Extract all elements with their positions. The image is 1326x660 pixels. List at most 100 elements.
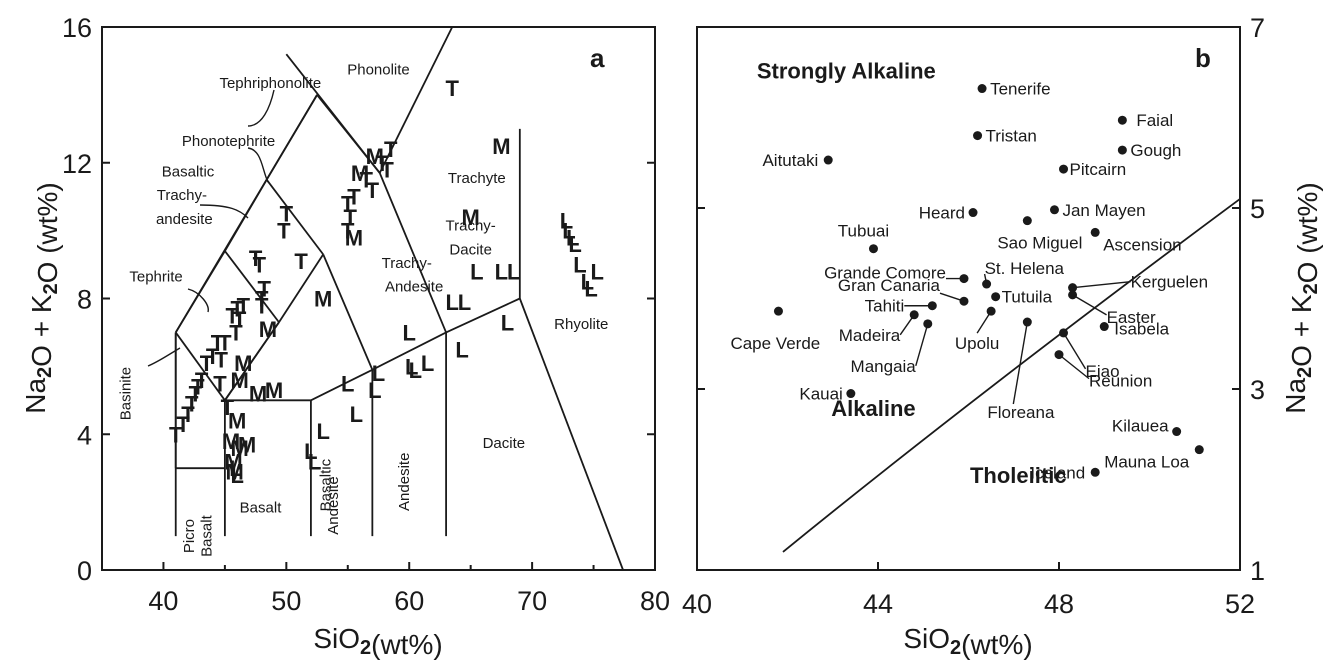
panel-a-symbol-l: L: [458, 290, 471, 315]
panel-a-x-axis-label: SiO2(wt%): [313, 623, 442, 660]
panel-a-symbol-m: M: [366, 144, 384, 169]
panel-a-boundary-line: [518, 298, 624, 571]
panel-a-x-tick-label: 70: [517, 586, 547, 616]
panel-b-leader-line: [1062, 332, 1087, 370]
panel-b-point-label: Sao Miguel: [997, 234, 1082, 253]
panel-a: 40 50 60 70 80 0 4 8 12 16 Phonolite Tephriphonoli…: [20, 13, 670, 660]
panel-a-symbol-l: L: [581, 270, 594, 295]
panel-b-leader-line: [1012, 321, 1029, 405]
panel-b-data-points: Tenerife Faial Tristan Gough Aitutaki Pitcair…: [730, 80, 1208, 483]
panel-a-x-tick-label: 50: [271, 586, 301, 616]
panel-a-field-label: Trachy-: [446, 218, 496, 235]
panel-b-alkaline-tholeiitic-divider: [782, 198, 1241, 553]
panel-b-point-label: Iceland: [1030, 463, 1085, 482]
panel-b-point: [1068, 283, 1078, 293]
panel-a-symbol-t: T: [253, 253, 267, 278]
panel-a-axis-ticks: 40 50 60 70 80 0 4 8 12 16: [62, 13, 670, 616]
panel-a-symbol-l: L: [372, 361, 385, 386]
panel-a-symbol-t: T: [249, 246, 263, 271]
panel-b-point-label: Grande Comore: [824, 264, 946, 283]
panel-a-symbol-l: L: [591, 259, 604, 284]
panel-b-point-label: Reunion: [1089, 372, 1152, 391]
panel-a-boundary-line: [175, 331, 226, 401]
panel-b-point-label: Tahiti: [865, 297, 905, 316]
panel-a-symbol-t: T: [255, 287, 269, 312]
panel-b-point-label: Mangaia: [851, 357, 917, 376]
panel-a-symbol-t: T: [176, 412, 190, 437]
panel-a-symbol-m: M: [265, 378, 283, 403]
panel-a-symbol-t: T: [280, 202, 294, 227]
panel-a-symbol-m: M: [234, 351, 252, 376]
panel-b-leader-line: [1072, 280, 1131, 289]
panel-b-point: [1059, 328, 1069, 338]
panel-a-symbol-l: L: [566, 225, 579, 250]
panel-a-symbol-t: T: [446, 76, 460, 101]
panel-a-symbol-l: L: [495, 259, 508, 284]
panel-b-label: b: [1195, 43, 1211, 73]
panel-b-point: [973, 131, 983, 141]
panel-b-point-label: Heard: [919, 204, 965, 223]
panel-b-point-label: Madeira: [839, 326, 901, 345]
panel-a-symbol-l: L: [402, 320, 415, 345]
panel-a-field-label: Trachy-: [382, 255, 432, 272]
panel-b-axis-ticks: 40 44 48 521 3 5 7: [682, 13, 1265, 619]
panel-b-point-label: Faial: [1136, 111, 1173, 130]
panel-a-symbol-l: L: [562, 219, 575, 244]
panel-a-data-symbols: TTTTTTTTTTTTTTTTTTTTTTTTTTTTTTTTTTTTTMMM…: [169, 76, 604, 488]
panel-b: 40 44 48 521 3 5 7 Strongly Alkaline Alkaline Th…: [682, 13, 1323, 660]
panel-b-point-label: St. Helena: [985, 259, 1065, 278]
panel-a-symbol-t: T: [213, 371, 227, 396]
panel-b-point-label: Upolu: [955, 334, 999, 353]
panel-a-symbol-t: T: [181, 402, 195, 427]
panel-a-symbol-t: T: [195, 368, 209, 393]
panel-a-symbol-t: T: [191, 375, 205, 400]
panel-a-plot-frame: [101, 26, 656, 571]
panel-b-point-label: Easter: [1107, 308, 1156, 327]
panel-a-symbol-m: M: [238, 432, 256, 457]
panel-a-symbol-l: L: [350, 402, 363, 427]
panel-a-boundary-line: [378, 172, 447, 333]
panel-a-symbol-t: T: [206, 344, 220, 369]
panel-b-point: [1090, 227, 1100, 237]
panel-a-symbol-t: T: [257, 276, 271, 301]
panel-b-point-label: Ascension: [1103, 235, 1181, 254]
panel-b-point: [991, 292, 1001, 302]
panel-a-boundary-line: [310, 368, 373, 402]
panel-a-symbol-t: T: [211, 331, 225, 356]
panel-a-symbol-l: L: [316, 419, 329, 444]
panel-a-boundary-line: [174, 250, 226, 333]
panel-b-plot-frame: [696, 26, 1241, 571]
panel-a-y-tick-label: 16: [62, 13, 92, 43]
panel-a-symbol-t: T: [341, 191, 355, 216]
panel-a-symbol-t: T: [230, 297, 244, 322]
panel-a-field-label: Basaltic: [318, 458, 335, 511]
panel-a-field-boundaries: [174, 26, 624, 571]
panel-b-divider-line: [782, 198, 1241, 553]
panel-a-symbol-l: L: [229, 456, 242, 481]
panel-a-symbol-l: L: [368, 378, 381, 403]
panel-b-leader-line: [1058, 354, 1090, 380]
panel-b-region-labels: Strongly Alkaline Alkaline Tholeiitic: [757, 59, 1067, 489]
panel-a-field-label: Trachy-: [157, 187, 207, 204]
panel-b-point-label: Kauai: [799, 385, 842, 404]
panel-a-symbol-m: M: [249, 382, 267, 407]
panel-b-point: [968, 208, 978, 218]
panel-b-point: [1049, 205, 1059, 215]
panel-b-point-label: Gough: [1130, 141, 1181, 160]
panel-a-x-tick-label: 40: [148, 586, 178, 616]
panel-a-symbol-t: T: [375, 151, 389, 176]
panel-a-field-label: Andesite: [396, 453, 413, 511]
panel-b-point: [923, 319, 933, 329]
panel-a-symbol-m: M: [228, 409, 246, 434]
panel-a-field-label: Andesite: [385, 279, 443, 296]
panel-b-x-tick-label: 52: [1225, 589, 1255, 619]
panel-b-point-label: Floreana: [987, 403, 1055, 422]
panel-b-point-label: Tubuai: [838, 222, 889, 241]
panel-a-symbol-t: T: [341, 219, 355, 244]
panel-b-point-label: Cape Verde: [730, 334, 820, 353]
panel-a-symbol-m: M: [226, 460, 244, 485]
panel-a-symbol-m: M: [314, 287, 332, 312]
panel-a-symbol-t: T: [366, 178, 380, 203]
panel-a-field-label: Basaltic: [162, 163, 215, 180]
